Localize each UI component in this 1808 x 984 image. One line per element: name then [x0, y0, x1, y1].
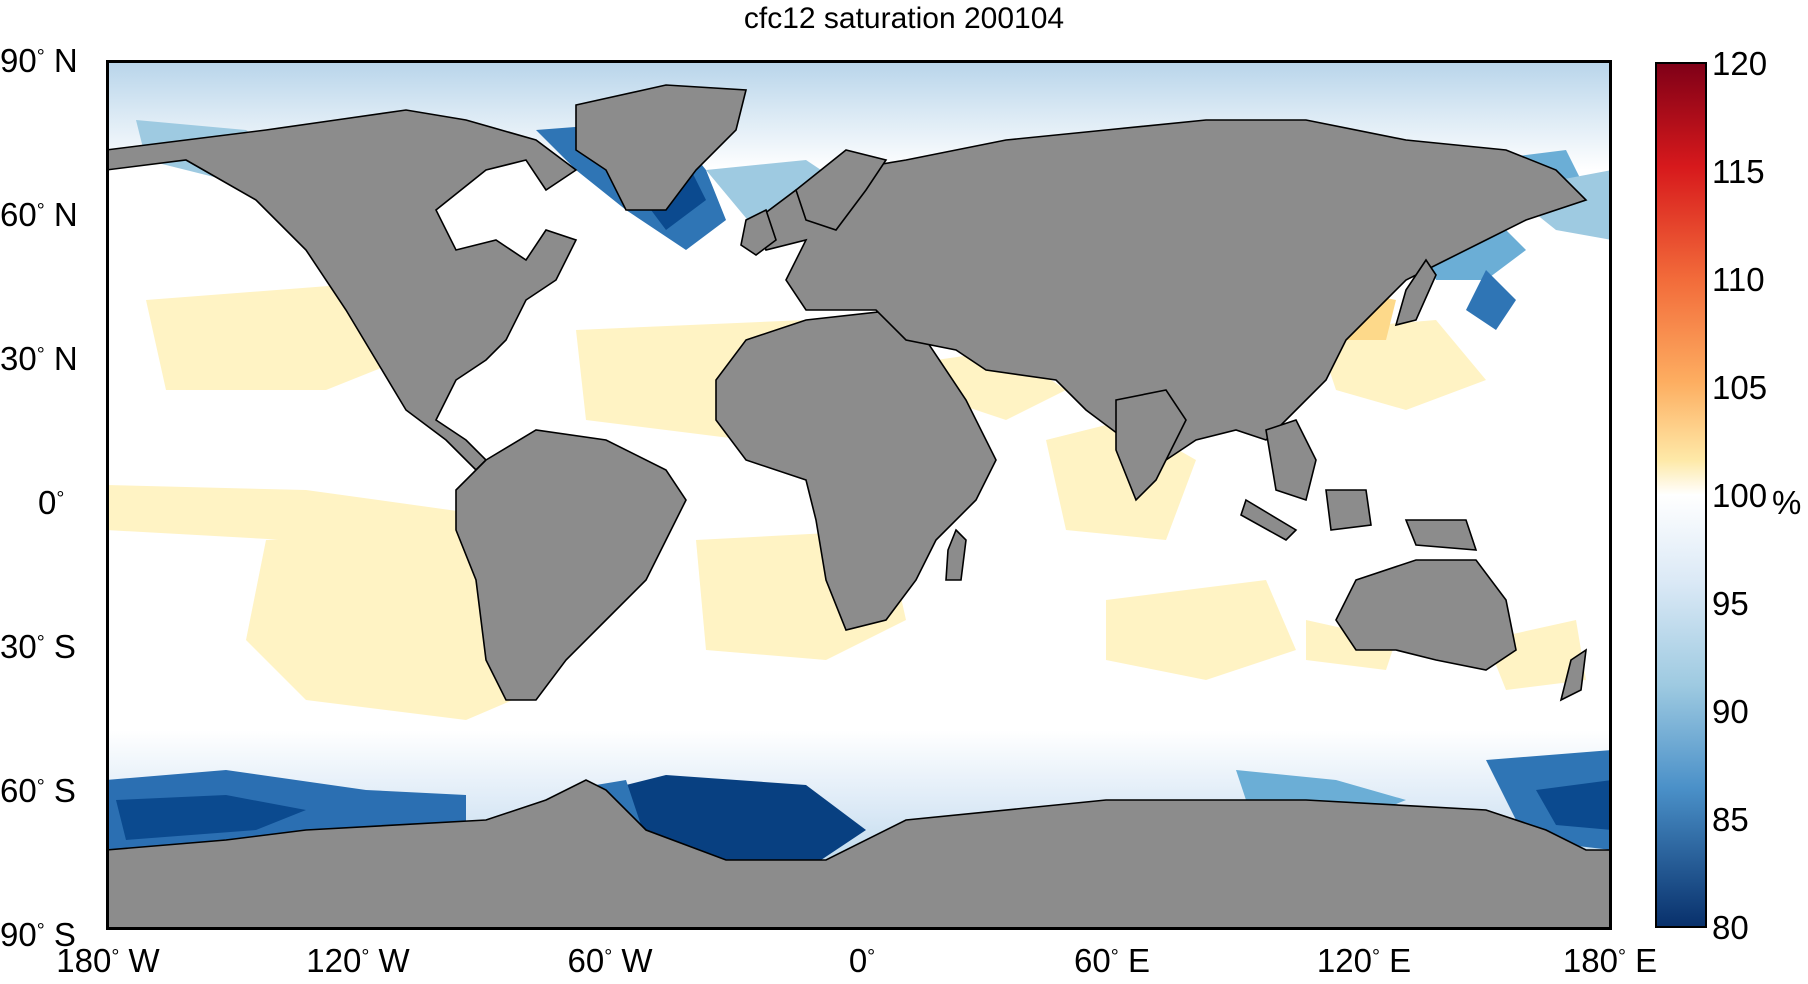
colorbar-tick-90: 90: [1712, 693, 1749, 730]
lat-label-90n: 90° N: [0, 42, 78, 79]
lon-label-180w: 180° W: [56, 942, 160, 979]
land-north-america: [106, 109, 578, 472]
colorbar-tick-115: 115: [1712, 153, 1765, 190]
land-borneo: [1325, 489, 1372, 531]
land-new-zealand: [1559, 648, 1588, 702]
map-frame: [106, 60, 1612, 930]
colorbar-tick-85: 85: [1712, 801, 1749, 838]
map-title: cfc12 saturation 200104: [743, 2, 1065, 35]
lon-label-120e: 120° E: [1316, 942, 1412, 979]
colorbar-unit: %: [1772, 484, 1802, 521]
colorbar-tick-95: 95: [1712, 585, 1749, 622]
colorbar-tick-110: 110: [1712, 261, 1765, 298]
lon-label-60e: 60° E: [1074, 942, 1150, 979]
lon-label-0: 0°: [848, 942, 876, 979]
map-panel: [106, 60, 1612, 930]
land-sumatra: [1240, 498, 1298, 541]
lat-label-90s: 90° S: [0, 916, 76, 953]
colorbar-tick-80: 80: [1712, 909, 1749, 946]
land-australia: [1335, 559, 1517, 671]
lon-label-60w: 60° W: [567, 942, 653, 979]
colorbar-tick-105: 105: [1712, 369, 1768, 406]
land-scandinavia: [795, 149, 888, 231]
land-new-guinea: [1404, 519, 1478, 551]
colorbar-gradient: [1655, 62, 1707, 928]
land-south-america: [455, 429, 687, 701]
lat-label-30n: 30° N: [0, 340, 78, 377]
colorbar: [1655, 62, 1707, 928]
colorbar-tick-120: 120: [1712, 45, 1768, 82]
land-antarctica: [106, 779, 1612, 930]
land-british-isles: [740, 208, 777, 256]
saturation-map: [106, 60, 1612, 930]
land-madagascar: [945, 528, 967, 581]
land-greenland: [575, 84, 748, 211]
land-japan: [1394, 258, 1437, 327]
land-southeast-asia: [1265, 419, 1317, 502]
lat-label-30s: 30° S: [0, 628, 76, 665]
land-eurasia: [755, 119, 1588, 461]
lon-label-180e: 180° E: [1562, 942, 1658, 979]
lat-label-60s: 60° S: [0, 772, 76, 809]
colorbar-tick-100: 100: [1712, 477, 1768, 514]
land: [106, 84, 1612, 930]
lon-label-120w: 120° W: [306, 942, 410, 979]
lat-label-60n: 60° N: [0, 196, 78, 233]
land-india: [1115, 389, 1187, 502]
lat-label-0: 0°: [38, 484, 65, 521]
